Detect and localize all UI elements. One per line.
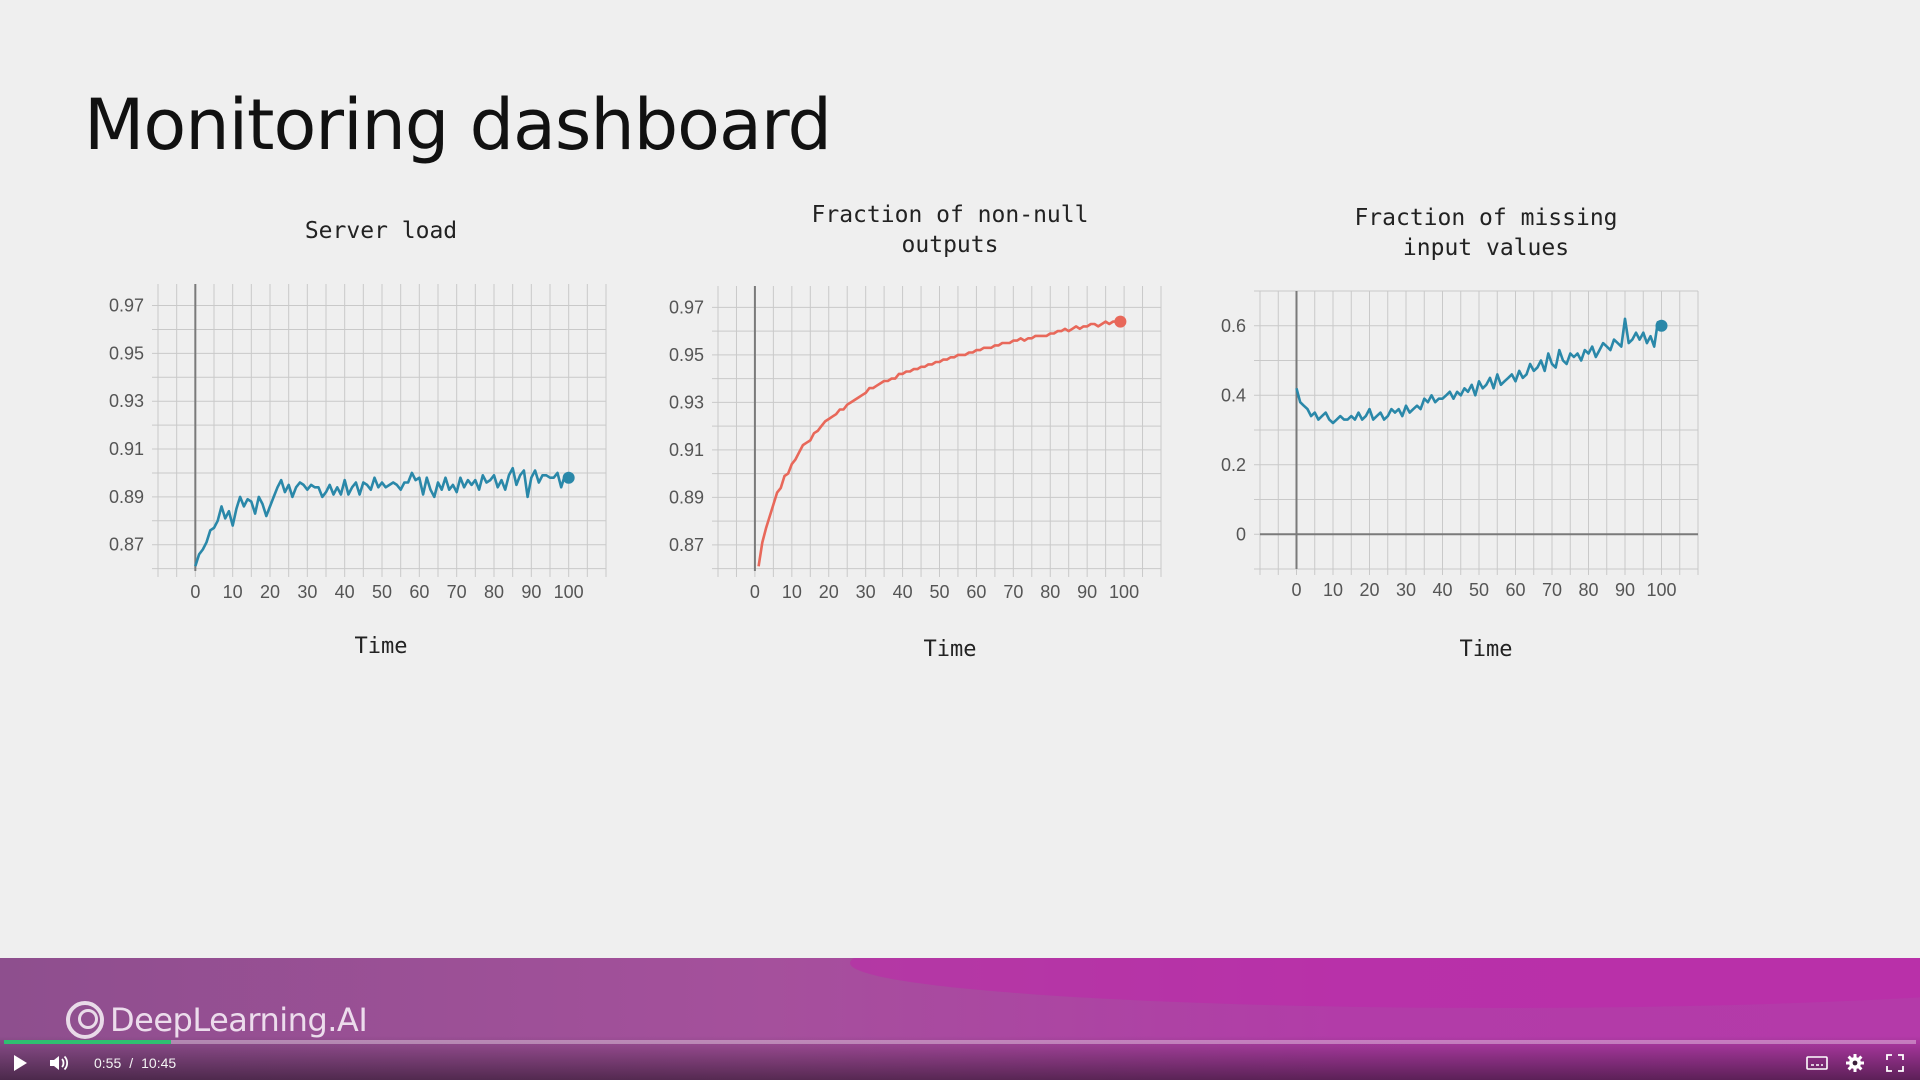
series-line <box>194 466 570 567</box>
y-tick-label: 0.97 <box>669 297 704 317</box>
chart-title-line: input values <box>1403 235 1569 261</box>
x-tick-label: 70 <box>447 582 467 602</box>
slide: Monitoring dashboard Server load 0 10 20 30 4… <box>84 84 1699 662</box>
x-tick-label: 0 <box>190 582 200 602</box>
chart-3: Fraction of missing input values 0 10 20 30 40… <box>1221 205 1699 662</box>
chart-title-line: outputs <box>902 232 999 258</box>
x-tick-label: 30 <box>297 582 317 602</box>
y-tick-label: 0.6 <box>1221 316 1246 336</box>
chart-title-line: Server load <box>305 218 457 244</box>
x-tick-label: 80 <box>484 582 504 602</box>
series-line <box>1295 317 1663 425</box>
y-tick-label: 0.4 <box>1221 385 1246 405</box>
x-tick-label: 40 <box>1432 580 1452 600</box>
y-tick-label: 0.95 <box>669 345 704 365</box>
y-tick-label: 0.97 <box>109 296 144 316</box>
x-tick-label: 90 <box>1615 580 1635 600</box>
series-end-point <box>1655 319 1668 332</box>
x-tick-label: 20 <box>1359 580 1379 600</box>
volume-icon[interactable] <box>48 1050 74 1076</box>
x-tick-label: 30 <box>856 582 876 602</box>
x-tick-label: 50 <box>1469 580 1489 600</box>
duration: 10:45 <box>141 1055 177 1071</box>
x-tick-label: 20 <box>819 582 839 602</box>
chart-title-line: Fraction of non-null <box>812 202 1089 228</box>
x-tick-label: 40 <box>335 582 355 602</box>
chart-title: Fraction of non-null outputs <box>812 202 1089 258</box>
x-tick-label: 50 <box>372 582 392 602</box>
x-tick-label: 0 <box>1291 580 1301 600</box>
x-tick-label: 70 <box>1003 582 1023 602</box>
progress-bar[interactable] <box>4 1040 1916 1044</box>
y-tick-label: 0.2 <box>1221 455 1246 475</box>
chart-title-line: Fraction of missing <box>1354 205 1617 231</box>
x-tick-label: 100 <box>1109 582 1139 602</box>
brand-name: DeepLearning.AI <box>110 1001 368 1039</box>
y-tick-label: 0 <box>1236 524 1246 544</box>
y-tick-label: 0.89 <box>669 487 704 507</box>
x-tick-label: 80 <box>1578 580 1598 600</box>
x-tick-label: 60 <box>966 582 986 602</box>
chart-1: Server load 0 10 20 30 40 50 60 70 80 90 100 0.87 0.8… <box>109 218 607 659</box>
x-tick-label: 10 <box>782 582 802 602</box>
fullscreen-icon[interactable] <box>1886 1050 1910 1076</box>
x-tick-label: 40 <box>893 582 913 602</box>
y-tick-label: 0.93 <box>669 392 704 412</box>
x-tick-label: 10 <box>223 582 243 602</box>
x-tick-label: 60 <box>1505 580 1525 600</box>
chart-title: Fraction of missing input values <box>1354 205 1617 261</box>
y-tick-label: 0.91 <box>669 440 704 460</box>
brand-logo: DeepLearning.AI <box>66 1000 368 1040</box>
x-tick-label: 20 <box>260 582 280 602</box>
current-time: 0:55 <box>94 1055 122 1071</box>
footer-decoration <box>850 958 1920 1008</box>
video-controls <box>0 1036 1920 1080</box>
x-tick-label: 50 <box>929 582 949 602</box>
x-tick-label: 70 <box>1542 580 1562 600</box>
time-separator: / <box>129 1055 134 1071</box>
settings-icon[interactable] <box>1845 1050 1871 1076</box>
x-tick-label: 90 <box>1077 582 1097 602</box>
y-tick-label: 0.89 <box>109 487 144 507</box>
x-tick-label: 80 <box>1040 582 1060 602</box>
deeplearning-logo-icon <box>66 1001 104 1039</box>
series-line <box>757 320 1121 567</box>
y-tick-label: 0.87 <box>109 535 144 555</box>
x-tick-label: 90 <box>521 582 541 602</box>
x-tick-label: 100 <box>1646 580 1676 600</box>
chart-title: Server load <box>305 218 457 244</box>
x-axis-label: Time <box>1460 637 1513 662</box>
time-readout: 0:55 / 10:45 <box>94 1050 176 1076</box>
x-axis-label: Time <box>355 634 408 659</box>
captions-icon[interactable] <box>1806 1050 1832 1076</box>
y-tick-label: 0.87 <box>669 535 704 555</box>
x-tick-label: 100 <box>554 582 584 602</box>
slide-title: Monitoring dashboard <box>84 84 832 166</box>
y-tick-label: 0.91 <box>109 439 144 459</box>
play-icon[interactable] <box>14 1050 36 1076</box>
series-end-point <box>562 471 575 484</box>
x-tick-label: 10 <box>1323 580 1343 600</box>
x-tick-label: 30 <box>1396 580 1416 600</box>
progress-bar-fill <box>4 1040 171 1044</box>
x-axis-label: Time <box>924 637 977 662</box>
x-tick-label: 0 <box>750 582 760 602</box>
y-tick-label: 0.93 <box>109 391 144 411</box>
x-tick-label: 60 <box>409 582 429 602</box>
series-end-point <box>1114 315 1127 328</box>
chart-2: Fraction of non-null outputs 0 10 20 30 40 50 60… <box>669 202 1162 662</box>
y-tick-label: 0.95 <box>109 343 144 363</box>
